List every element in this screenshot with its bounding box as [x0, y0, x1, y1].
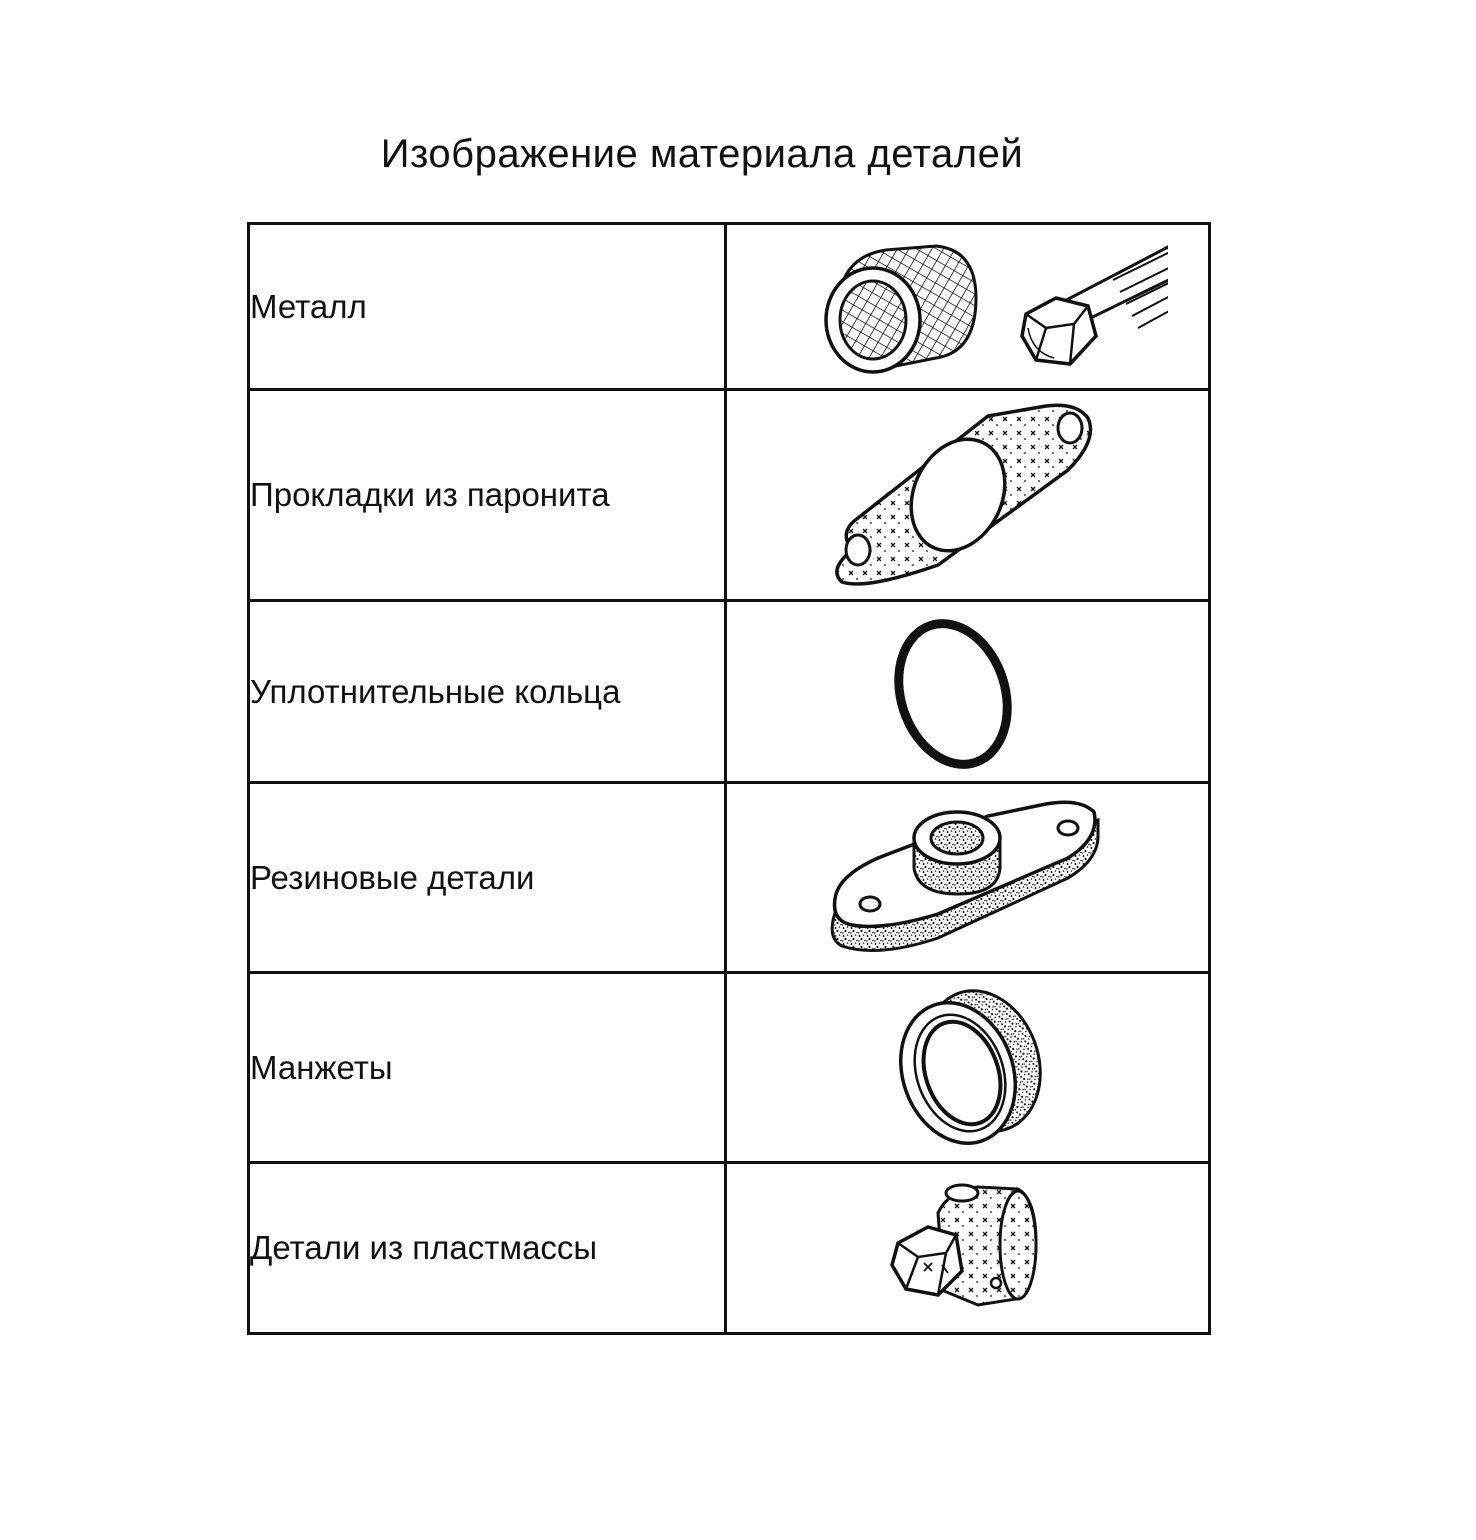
- table-row: Уплотнительные кольца: [247, 599, 1211, 784]
- materials-table: Металл Прокладки из паронита: [247, 222, 1211, 1335]
- metal-bushing-and-bolt-icon: [724, 222, 1211, 391]
- page-title: Изображение материала деталей: [380, 132, 1024, 176]
- cuff-seal-icon: [724, 971, 1211, 1164]
- o-ring-icon: [724, 599, 1211, 784]
- plastic-part-icon: [724, 1161, 1211, 1335]
- row-label: Уплотнительные кольца: [247, 599, 727, 784]
- table-row: Прокладки из паронита: [247, 388, 1211, 602]
- row-label: Резиновые детали: [247, 781, 727, 974]
- table-row: Металл: [247, 222, 1211, 391]
- paronite-gasket-icon: [724, 388, 1211, 602]
- row-label: Прокладки из паронита: [247, 388, 727, 602]
- table-row: Резиновые детали: [247, 781, 1211, 974]
- row-label: Металл: [247, 222, 727, 391]
- rubber-flange-icon: [724, 781, 1211, 974]
- row-label: Манжеты: [247, 971, 727, 1164]
- table-row: Манжеты: [247, 971, 1211, 1164]
- row-label: Детали из пластмассы: [247, 1161, 727, 1335]
- table-row: Детали из пластмассы: [247, 1161, 1211, 1335]
